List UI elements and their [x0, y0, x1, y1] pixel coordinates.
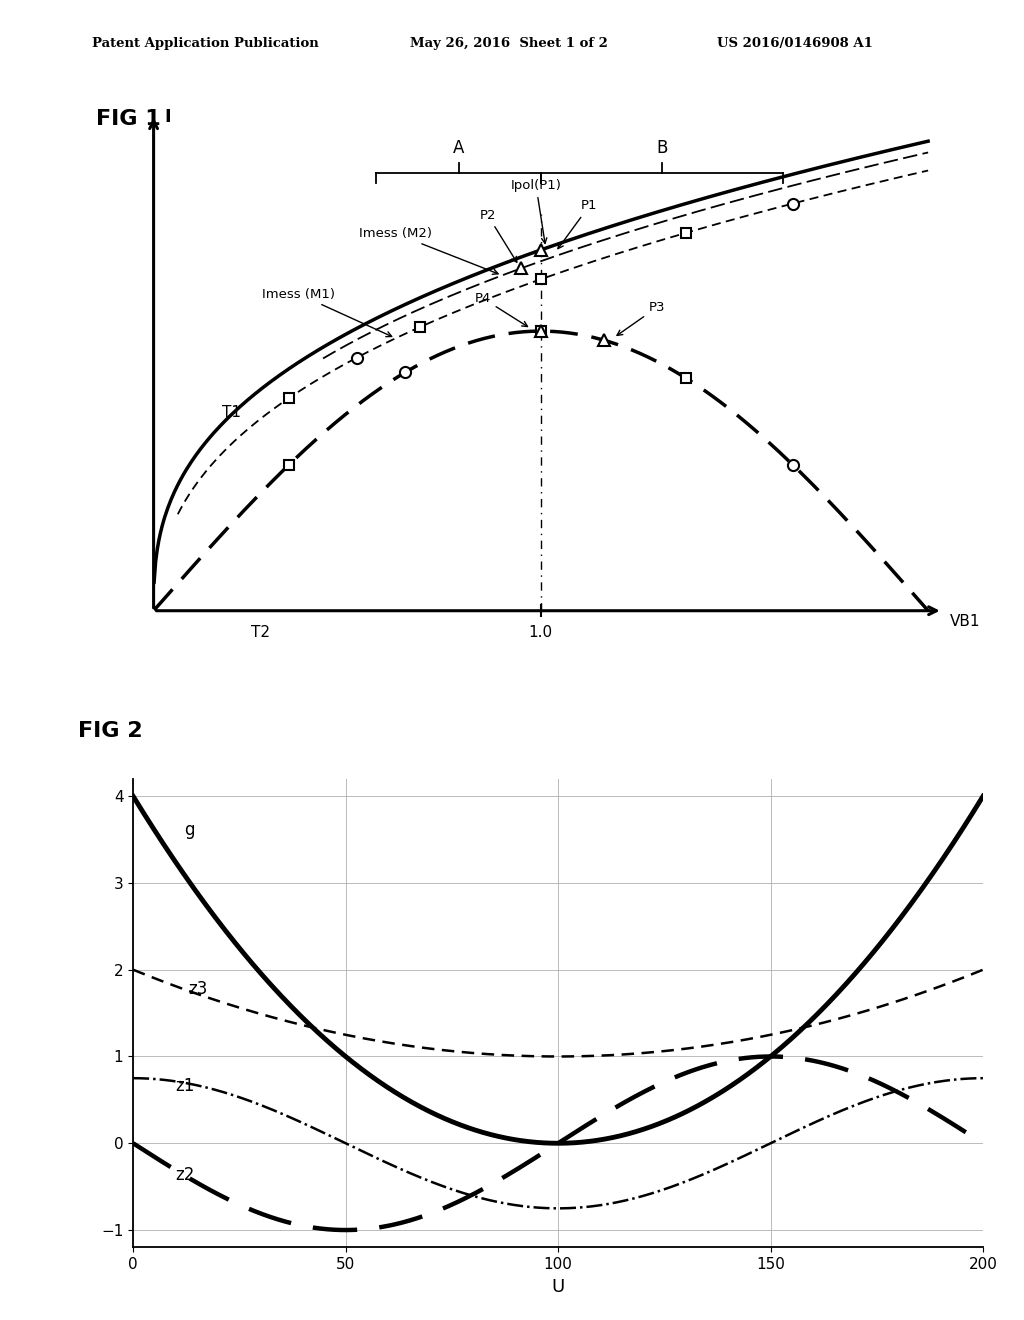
Text: Imess (M2): Imess (M2): [359, 227, 498, 275]
Text: Patent Application Publication: Patent Application Publication: [92, 37, 318, 50]
Text: 1.0: 1.0: [528, 626, 553, 640]
Text: B: B: [656, 140, 668, 157]
Text: P4: P4: [474, 292, 527, 326]
Text: g: g: [184, 821, 195, 840]
Text: z1: z1: [176, 1077, 195, 1096]
Text: z3: z3: [188, 979, 208, 998]
Text: P3: P3: [617, 301, 666, 335]
X-axis label: U: U: [552, 1278, 564, 1296]
Text: z2: z2: [176, 1166, 195, 1184]
Text: P2: P2: [479, 209, 517, 263]
Text: A: A: [453, 140, 464, 157]
Text: P1: P1: [558, 199, 598, 248]
Text: US 2016/0146908 A1: US 2016/0146908 A1: [717, 37, 872, 50]
Text: Imess (M1): Imess (M1): [262, 288, 392, 337]
Text: May 26, 2016  Sheet 1 of 2: May 26, 2016 Sheet 1 of 2: [410, 37, 607, 50]
Text: T1: T1: [221, 405, 241, 420]
Text: VB1: VB1: [950, 615, 980, 630]
Text: FIG 1: FIG 1: [95, 110, 161, 129]
Text: I: I: [165, 108, 171, 125]
Text: Ipol(P1): Ipol(P1): [511, 180, 561, 243]
Text: FIG 2: FIG 2: [78, 721, 142, 742]
Text: T2: T2: [251, 626, 269, 640]
